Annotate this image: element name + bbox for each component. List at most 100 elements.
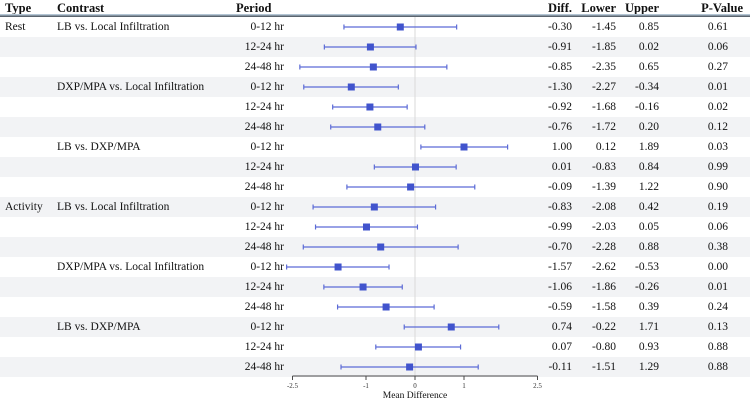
cell-contrast: LB vs. Local Infiltration <box>57 201 170 213</box>
cell-period: 0-12 hr <box>250 81 284 93</box>
cell-upper: 1.71 <box>638 321 659 333</box>
cell-contrast <box>57 37 235 57</box>
cell-period: 0-12 hr <box>250 141 284 153</box>
cell-type <box>5 257 55 277</box>
table-row: LB vs. DXP/MPA 0-12 hr 1.00 0.12 1.89 0.… <box>0 137 750 157</box>
cell-lower: -1.58 <box>592 301 616 313</box>
cell-diff: -0.92 <box>548 101 572 113</box>
cell-type: Rest <box>5 21 26 33</box>
cell-pvalue: 0.01 <box>707 281 728 293</box>
cell-period: 12-24 hr <box>244 221 284 233</box>
cell-pvalue: 0.19 <box>707 201 728 213</box>
cell-type <box>5 37 55 57</box>
cell-diff: 0.07 <box>551 341 572 353</box>
cell-period: 24-48 hr <box>244 241 284 253</box>
cell-contrast <box>57 157 235 177</box>
cell-lower: -2.35 <box>592 61 616 73</box>
cell-type <box>5 157 55 177</box>
cell-pvalue: 0.13 <box>707 321 728 333</box>
table-row: 12-24 hr -1.06 -1.86 -0.26 0.01 <box>0 277 750 297</box>
cell-contrast: LB vs. Local Infiltration <box>57 21 170 33</box>
cell-type <box>5 357 55 377</box>
cell-contrast <box>57 97 235 117</box>
cell-type <box>5 77 55 97</box>
table-row: 12-24 hr 0.01 -0.83 0.84 0.99 <box>0 157 750 177</box>
column-header-type: Type <box>5 1 32 15</box>
cell-period: 0-12 hr <box>250 321 284 333</box>
cell-upper: 0.85 <box>638 21 659 33</box>
cell-contrast: LB vs. DXP/MPA <box>57 141 141 153</box>
cell-period: 24-48 hr <box>244 361 284 373</box>
cell-lower: 0.12 <box>595 141 616 153</box>
cell-lower: -1.86 <box>592 281 616 293</box>
cell-lower: -2.28 <box>592 241 616 253</box>
x-axis-tick-label: 0 <box>413 382 417 390</box>
cell-period: 0-12 hr <box>250 21 284 33</box>
cell-pvalue: 0.38 <box>707 241 728 253</box>
table-row: 24-48 hr -0.70 -2.28 0.88 0.38 <box>0 237 750 257</box>
cell-lower: -1.85 <box>592 41 616 53</box>
cell-period: 12-24 hr <box>244 161 284 173</box>
table-row: 12-24 hr 0.07 -0.80 0.93 0.88 <box>0 337 750 357</box>
x-axis-tick-label: 2.5 <box>533 382 542 390</box>
cell-lower: -1.39 <box>592 181 616 193</box>
cell-type <box>5 177 55 197</box>
cell-type <box>5 57 55 77</box>
cell-diff: -1.30 <box>548 81 572 93</box>
table-row: 24-48 hr -0.76 -1.72 0.20 0.12 <box>0 117 750 137</box>
cell-pvalue: 0.00 <box>707 261 728 273</box>
cell-diff: 0.01 <box>551 161 572 173</box>
cell-type <box>5 137 55 157</box>
cell-upper: 0.20 <box>638 121 659 133</box>
cell-period: 12-24 hr <box>244 101 284 113</box>
cell-pvalue: 0.03 <box>707 141 728 153</box>
cell-upper: 0.42 <box>638 201 659 213</box>
x-axis-tick-label: -1 <box>363 382 369 390</box>
cell-period: 0-12 hr <box>250 261 284 273</box>
cell-pvalue: 0.27 <box>707 61 728 73</box>
cell-upper: 0.02 <box>638 41 659 53</box>
table-row: DXP/MPA vs. Local Infiltration 0-12 hr -… <box>0 257 750 277</box>
cell-lower: -1.68 <box>592 101 616 113</box>
cell-pvalue: 0.24 <box>707 301 728 313</box>
x-axis-tick-label: -2.5 <box>287 382 299 390</box>
cell-diff: -0.85 <box>548 61 572 73</box>
cell-type <box>5 297 55 317</box>
column-header-upper: Upper <box>624 1 659 15</box>
cell-pvalue: 0.61 <box>707 21 728 33</box>
cell-upper: -0.16 <box>635 101 659 113</box>
cell-upper: 0.65 <box>638 61 659 73</box>
cell-period: 24-48 hr <box>244 181 284 193</box>
cell-upper: -0.53 <box>635 261 659 273</box>
cell-lower: -2.03 <box>592 221 616 233</box>
column-header-period: Period <box>236 1 272 15</box>
cell-period: 24-48 hr <box>244 61 284 73</box>
cell-upper: 1.89 <box>638 141 659 153</box>
cell-lower: -1.72 <box>592 121 616 133</box>
column-header-contrast: Contrast <box>57 1 105 15</box>
cell-contrast <box>57 297 235 317</box>
cell-period: 24-48 hr <box>244 121 284 133</box>
cell-upper: 1.22 <box>638 181 659 193</box>
cell-contrast <box>57 277 235 297</box>
table-row: Activity LB vs. Local Infiltration 0-12 … <box>0 197 750 217</box>
cell-upper: 1.29 <box>638 361 659 373</box>
cell-pvalue: 0.01 <box>707 81 728 93</box>
cell-contrast <box>57 337 235 357</box>
cell-upper: 0.84 <box>638 161 659 173</box>
table-row: 24-48 hr -0.59 -1.58 0.39 0.24 <box>0 297 750 317</box>
column-header-pvalue: P-Value <box>701 1 743 15</box>
column-header-diff: Diff. <box>548 1 572 15</box>
table-row: LB vs. DXP/MPA 0-12 hr 0.74 -0.22 1.71 0… <box>0 317 750 337</box>
table-row: 24-48 hr -0.09 -1.39 1.22 0.90 <box>0 177 750 197</box>
cell-period: 12-24 hr <box>244 341 284 353</box>
cell-type <box>5 237 55 257</box>
cell-diff: -0.91 <box>548 41 572 53</box>
cell-contrast <box>57 57 235 77</box>
cell-period: 12-24 hr <box>244 281 284 293</box>
cell-contrast <box>57 177 235 197</box>
x-axis-tick-label: 1 <box>462 382 466 390</box>
cell-pvalue: 0.99 <box>707 161 728 173</box>
header-separator-line <box>0 14 750 17</box>
